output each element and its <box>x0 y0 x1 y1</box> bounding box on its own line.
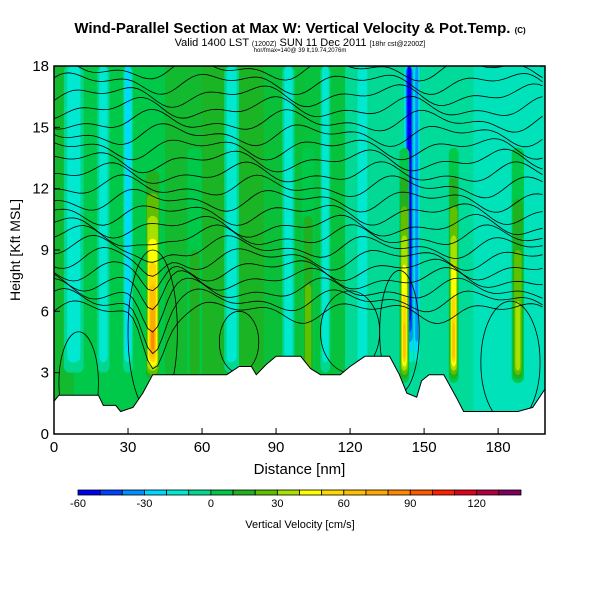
colorbar-swatch <box>121 489 145 496</box>
isentrope-line <box>54 188 543 213</box>
colorbar-swatch <box>365 489 389 496</box>
colorbar-tick-label: 0 <box>208 498 214 510</box>
x-tick-label: 90 <box>268 439 285 456</box>
colorbar-swatch <box>232 489 256 496</box>
isentrope-line <box>54 31 543 54</box>
velocity-cell <box>226 66 237 363</box>
y-tick-label: 0 <box>41 426 49 443</box>
subtitle-valid: Valid 1400 LST <box>174 37 249 49</box>
colorbar-label: Vertical Velocity [cm/s] <box>245 519 354 531</box>
isentrope-line <box>54 277 543 333</box>
velocity-cell <box>357 66 368 363</box>
x-tick-label: 180 <box>486 439 511 456</box>
colorbar-swatch <box>454 489 478 496</box>
subtitle-utc: (1200Z) <box>251 41 277 48</box>
isentrope-line <box>54 108 543 133</box>
title-mark: (C) <box>514 26 526 35</box>
colorbar-swatch <box>276 489 300 496</box>
velocity-cell <box>403 323 406 359</box>
velocity-cell <box>515 301 521 371</box>
colorbar-tick-label: -60 <box>70 498 86 510</box>
velocity-cell <box>189 250 200 379</box>
colorbar-tick-label: 120 <box>468 498 486 510</box>
colorbar-swatch <box>77 489 101 496</box>
colorbar-swatch <box>210 489 234 496</box>
chart-title: Wind-Parallel Section at Max W: Vertical… <box>0 20 600 37</box>
x-axis-label: Distance [nm] <box>254 461 346 478</box>
isentrope-line <box>54 138 543 161</box>
isentrope-line <box>537 66 543 67</box>
isentrope-line <box>54 123 543 148</box>
colorbar-swatch <box>343 489 367 496</box>
colorbar-swatch <box>188 489 212 496</box>
isentrope-line <box>76 66 543 82</box>
isentrope-line <box>54 288 543 355</box>
colorbar-swatch <box>498 489 522 496</box>
y-tick-label: 6 <box>41 303 49 320</box>
colorbar-tick-label: -30 <box>136 498 152 510</box>
colorbar-tick-label: 30 <box>271 498 283 510</box>
velocity-cell <box>67 66 81 363</box>
y-tick-label: 3 <box>41 365 49 382</box>
velocity-cell <box>322 66 329 363</box>
isentrope-line <box>54 95 543 119</box>
y-tick-label: 18 <box>32 58 49 75</box>
plot-area <box>54 20 545 434</box>
colorbar-swatch <box>431 489 455 496</box>
velocity-cell <box>125 66 131 353</box>
x-tick-label: 60 <box>194 439 211 456</box>
velocity-cell <box>284 66 293 363</box>
colorbar-swatch <box>321 489 345 496</box>
velocity-cell <box>305 284 312 375</box>
velocity-cell <box>415 66 419 342</box>
colorbar-swatch <box>166 489 190 496</box>
velocity-cell <box>99 66 108 363</box>
isentrope-line <box>54 203 543 226</box>
x-tick-label: 150 <box>412 439 437 456</box>
x-tick-label: 120 <box>338 439 363 456</box>
colorbar-swatch <box>254 489 278 496</box>
subtitle-date: SUN 11 Dec 2011 <box>279 37 367 49</box>
isentrope-line <box>54 72 543 96</box>
isentrope-line <box>54 20 543 43</box>
x-tick-label: 0 <box>50 439 58 456</box>
chart-subtitle: Valid 1400 LST (1200Z) SUN 11 Dec 2011 [… <box>0 37 600 49</box>
colorbar-swatch <box>144 489 167 496</box>
title-text: Wind-Parallel Section at Max W: Vertical… <box>74 20 511 37</box>
x-tick-label: 30 <box>120 439 137 456</box>
velocity-cell <box>452 323 455 359</box>
isentrope-line <box>54 224 543 247</box>
velocity-cell <box>151 329 155 351</box>
isentrope-line <box>54 247 543 277</box>
y-axis-label: Height [Kft MSL] <box>7 199 23 301</box>
y-tick-label: 12 <box>32 181 49 198</box>
isentrope-line <box>54 300 543 370</box>
y-tick-label: 15 <box>32 119 49 136</box>
terrain <box>54 355 545 434</box>
colorbar-swatch <box>409 489 433 496</box>
y-tick-label: 9 <box>41 242 49 259</box>
chart-subtitle-2: hor/fmax=140@ 39 lt,19.74,2076m <box>253 48 347 54</box>
isentrope-line <box>54 148 543 174</box>
colorbar-swatch <box>387 489 411 496</box>
isentrope-line <box>54 234 543 263</box>
colorbar-tick-label: 90 <box>404 498 416 510</box>
isentrope-line <box>54 214 543 239</box>
subtitle-forecast: [18hr cst@2200Z] <box>369 41 426 48</box>
colorbar-swatch <box>99 489 123 496</box>
field-band <box>473 66 545 434</box>
colorbar-swatch <box>476 489 500 496</box>
isentrope-line <box>54 83 543 108</box>
colorbar-tick-label: 60 <box>338 498 350 510</box>
colorbar-swatch <box>299 489 323 496</box>
isentrope-line <box>54 174 543 199</box>
isentrope-line <box>54 161 543 184</box>
